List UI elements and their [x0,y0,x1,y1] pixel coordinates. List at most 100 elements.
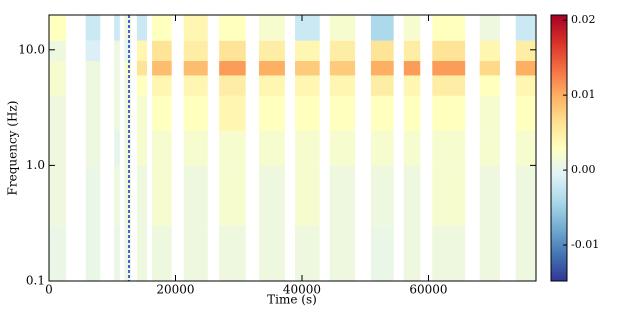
heatmap-cell [370,75,394,96]
colorbar-tick-label: 0.01 [571,88,596,101]
x-tick-label: 20000 [156,283,194,297]
heatmap-cell [114,130,120,166]
heatmap-cell [124,15,132,41]
heatmap-cell [114,40,120,62]
heatmap-cell [432,95,466,131]
heatmap-cell [136,15,148,41]
heatmap-cell [479,165,500,226]
heatmap-cell [515,40,536,62]
heatmap-cell [49,61,67,76]
heatmap-cell [295,130,320,166]
heatmap-cell [114,61,120,76]
heatmap-cell [329,75,356,96]
heatmap-cell [152,40,172,62]
heatmap-cell [183,225,208,281]
colorbar-tick-label: -0.01 [571,238,599,251]
heatmap-cell [183,15,208,41]
x-axis-label: Time (s) [267,293,317,307]
heatmap-cell [370,61,394,76]
heatmap-cell [329,15,356,41]
heatmap-cell [370,165,394,226]
y-tick-label: 0.1 [26,274,45,288]
heatmap-cell [479,40,500,62]
heatmap-cell [479,130,500,166]
heatmap-cell [479,225,500,281]
heatmap-cell [403,75,421,96]
heatmap-cell [85,95,101,131]
heatmap-cell [295,165,320,226]
heatmap-cell [432,40,466,62]
heatmap-cell [114,75,120,96]
heatmap-cell [515,165,536,226]
heatmap-cell [403,225,421,281]
y-tick-label: 1.0 [26,158,45,172]
heatmap-cell [515,61,536,76]
heatmap-cell [295,61,320,76]
heatmap-cell [152,15,172,41]
heatmap-cell [49,225,67,281]
heatmap-cell [183,165,208,226]
heatmap-cell [114,165,120,226]
heatmap-cell [219,165,246,226]
x-tick-label: 0 [45,283,53,297]
heatmap-cell [258,130,285,166]
heatmap-cell [479,61,500,76]
heatmap-cell [85,75,101,96]
heatmap-cell [329,225,356,281]
heatmap-cell [479,75,500,96]
heatmap-cell [258,95,285,131]
heatmap-cell [219,130,246,166]
heatmap-cell [370,95,394,131]
heatmap-cell [136,40,148,62]
heatmap-cell [85,225,101,281]
heatmap-cell [183,75,208,96]
heatmap-cell [295,75,320,96]
heatmap-cell [136,75,148,96]
heatmap-cell [370,130,394,166]
heatmap-cell [329,130,356,166]
heatmap-cell [136,61,148,76]
heatmap-cell [152,61,172,76]
heatmap-cell [515,95,536,131]
heatmap-cell [124,165,132,226]
heatmap-cell [152,95,172,131]
heatmap-cell [114,225,120,281]
heatmap-cell [85,61,101,76]
heatmap-cell [124,95,132,131]
heatmap-cell [329,40,356,62]
heatmap-cell [49,130,67,166]
heatmap-cell [124,225,132,281]
heatmap-cell [183,40,208,62]
heatmap-cell [49,40,67,62]
heatmap-cell [515,15,536,41]
heatmap-cell [219,15,246,41]
heatmap-cell [403,61,421,76]
heatmap-cell [479,15,500,41]
heatmap-cell [515,130,536,166]
heatmap-cell [329,95,356,131]
heatmap-cell [403,165,421,226]
heatmap-cell [152,75,172,96]
x-tick-label: 60000 [409,283,447,297]
heatmap-cell [152,225,172,281]
heatmap-cell [403,15,421,41]
heatmap-cell [515,75,536,96]
heatmap-cell [114,95,120,131]
heatmap-cell [136,165,148,226]
heatmap-cell [124,130,132,166]
heatmap-cell [219,40,246,62]
heatmap-cell [152,130,172,166]
heatmap-cell [295,40,320,62]
heatmap-cell [370,225,394,281]
heatmap-cell [219,75,246,96]
plot-frame [48,14,537,282]
heatmap-cell [136,130,148,166]
heatmap-cell [370,15,394,41]
heatmap-cell [403,130,421,166]
heatmap-cell [370,40,394,62]
heatmap-cell [183,95,208,131]
heatmap-cell [258,225,285,281]
heatmap-cell [49,95,67,131]
